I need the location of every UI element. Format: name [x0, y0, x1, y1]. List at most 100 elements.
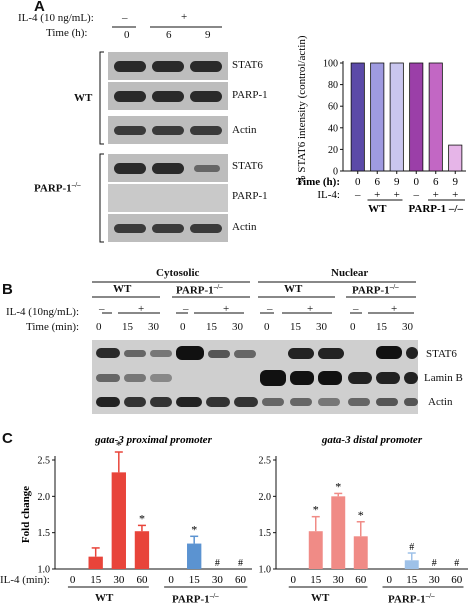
- chart-c1-ytick-label: 1.5: [38, 528, 51, 539]
- chart-a-il4-sign: +: [433, 189, 439, 201]
- chart-c1-ylabel: Fold change: [20, 486, 32, 543]
- chart-c2-xtick-label: 60: [451, 574, 463, 586]
- chart-c1-bar: [134, 531, 150, 569]
- b-il4-sign: –: [99, 303, 105, 315]
- time-0: 0: [124, 29, 130, 41]
- b-stat6-blot: [92, 340, 418, 366]
- chart-c1-xtick-label: 0: [168, 574, 174, 586]
- chart-a-ylabel: % STAT6 intensity (control/actin): [296, 35, 308, 184]
- parp-actin-blot: [108, 214, 228, 242]
- il4-plus: +: [181, 11, 188, 23]
- panel-a-letter: A: [34, 0, 45, 15]
- time-6: 6: [166, 29, 172, 41]
- c-parp-label-1: PARP-1–/–: [172, 592, 219, 606]
- chart-c2-annotation: *: [313, 503, 319, 517]
- parp-parp1-blot: [108, 184, 228, 212]
- b-stat6-label: STAT6: [426, 348, 457, 360]
- b-wt-label-2: WT: [284, 283, 303, 295]
- chart-c2-annotation: #: [432, 558, 437, 569]
- chart-c1-xtick-label: 30: [212, 574, 224, 586]
- panel-b-letter: B: [2, 281, 13, 298]
- b-time-value: 15: [376, 321, 387, 333]
- b-time-value: 0: [180, 321, 186, 333]
- b-wt-label-1: WT: [113, 283, 132, 295]
- b-il4-sign: –: [183, 303, 189, 315]
- chart-c1-ytick-label: 1.0: [38, 565, 51, 576]
- b-il4-sign: +: [391, 303, 398, 315]
- b-parp-label-2: PARP-1–/–: [352, 283, 399, 297]
- wt-actin-blot: [108, 116, 228, 144]
- time-label: Time (h):: [46, 27, 88, 39]
- b-laminb-label: Lamin B: [424, 372, 463, 384]
- b-parp-label-1: PARP-1–/–: [176, 283, 223, 297]
- b-time-value: 15: [290, 321, 301, 333]
- chart-a-il4-sign: +: [394, 189, 400, 201]
- b-il4-label: IL-4 (10ng/mL):: [6, 306, 80, 318]
- chart-c1-annotation: *: [139, 511, 145, 525]
- chart-c2-annotation: *: [335, 479, 341, 493]
- chart-c1-xtick-label: 15: [189, 574, 201, 586]
- cytosolic-label: Cytosolic: [156, 267, 200, 279]
- chart-a-ytick-label: 60: [328, 102, 338, 113]
- chart-c1-ytick-label: 2.0: [38, 492, 51, 503]
- chart-c2-xtick-label: 60: [355, 574, 367, 586]
- chart-c2-annotation: *: [358, 508, 364, 522]
- chart-a-time-label: 6: [375, 176, 381, 188]
- b-time-value: 15: [206, 321, 217, 333]
- wt-stat6-blot: [108, 52, 228, 80]
- b-il4-sign: +: [223, 303, 230, 315]
- chart-a-ytick-label: 100: [323, 59, 338, 70]
- chart-c2-xtick-label: 30: [429, 574, 441, 586]
- c-wt-label-1: WT: [95, 592, 114, 604]
- b-time-value: 30: [402, 321, 413, 333]
- il4-minus: –: [122, 12, 128, 24]
- chart-c1-xtick-label: 0: [70, 574, 76, 586]
- chart-a-ytick-label: 40: [328, 123, 338, 134]
- chart-a-ytick-label: 20: [328, 145, 338, 156]
- b-il4-sign: –: [267, 303, 273, 315]
- chart-a-time-label: 0: [355, 176, 361, 188]
- chart-c2-annotation: #: [454, 558, 459, 569]
- nuclear-label: Nuclear: [331, 267, 369, 279]
- chart-a-il4-sign: –: [413, 189, 420, 201]
- chart-c2-title: gata-3 distal promoter: [321, 434, 423, 446]
- time-9: 9: [205, 29, 211, 41]
- chart-c2-bar: [353, 536, 368, 569]
- b-actin-label: Actin: [428, 396, 453, 408]
- b-time-value: 0: [264, 321, 270, 333]
- c-il4-label: IL-4 (min):: [0, 574, 50, 586]
- chart-c2-bar: [308, 531, 323, 569]
- wt-parp1-blot: [108, 82, 228, 110]
- wt-actin-label: Actin: [232, 124, 257, 136]
- chart-c1-xtick-label: 60: [136, 574, 148, 586]
- chart-c1-ytick-label: 2.5: [38, 456, 51, 467]
- chart-a-time-label: 6: [433, 176, 439, 188]
- chart-a-group-label: WT: [368, 203, 387, 215]
- parp-row-label: PARP-1–/–: [34, 181, 81, 195]
- chart-c1-bar: [88, 556, 103, 569]
- chart-a-ytick-label: 0: [333, 167, 338, 178]
- panel-c-letter: C: [2, 430, 13, 447]
- wt-parp1-label: PARP-1: [232, 89, 268, 101]
- parp-actin-label: Actin: [232, 221, 257, 233]
- parp-stat6-label: STAT6: [232, 160, 263, 172]
- parp-parp1-label: PARP-1: [232, 190, 268, 202]
- chart-a-group-label: PARP-1 –/–: [409, 203, 464, 215]
- b-time-value: 0: [96, 321, 102, 333]
- chart-c1-bar: [187, 543, 202, 569]
- chart-c2-ytick-label: 2.0: [259, 492, 272, 503]
- wt-row-label: WT: [74, 92, 93, 104]
- b-il4-sign: +: [307, 303, 314, 315]
- chart-a-ytick-label: 80: [328, 80, 338, 91]
- chart-c2-bar: [331, 496, 346, 569]
- chart-c2-xtick-label: 15: [406, 574, 418, 586]
- chart-c2-xtick-label: 0: [387, 574, 393, 586]
- chart-c2-xtick-label: 15: [310, 574, 322, 586]
- chart-c1-annotation: *: [191, 522, 197, 536]
- b-il4-sign: +: [138, 303, 145, 315]
